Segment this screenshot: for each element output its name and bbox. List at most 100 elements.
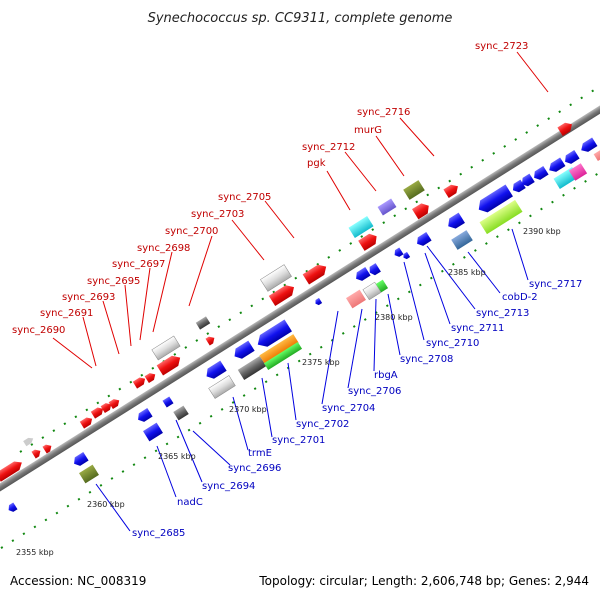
forward-labels: sync_2690 sync_2691 sync_2693 sync_2695 …: [12, 41, 549, 369]
accession-text: Accession: NC_008319: [10, 574, 146, 588]
gene-label: sync_2711: [451, 323, 504, 334]
gene-label: cobD-2: [502, 292, 538, 303]
gene-label: sync_2691: [40, 308, 93, 319]
gene-forward[interactable]: [42, 442, 53, 454]
gene-label: sync_2694: [202, 481, 255, 492]
gene-reverse[interactable]: [263, 341, 303, 371]
gene-forward[interactable]: [205, 334, 216, 346]
gene-forward[interactable]: [302, 262, 330, 285]
kbp-tick-label: 2380 kbp: [375, 313, 413, 322]
gene-label: trmE: [248, 448, 272, 459]
gene-label: nadC: [177, 497, 203, 508]
gene-label: rbgA: [374, 370, 398, 381]
kbp-tick-label: 2375 kbp: [302, 358, 340, 367]
kbp-tick-label: 2355 kbp: [16, 548, 54, 557]
gene-reverse[interactable]: [314, 297, 323, 306]
gene-forward[interactable]: [412, 201, 432, 220]
gene-forward[interactable]: [156, 353, 184, 376]
gene-reverse[interactable]: [208, 375, 236, 399]
kbp-tick-label: 2365 kbp: [158, 452, 196, 461]
gene-reverse[interactable]: [445, 212, 465, 232]
gene-reverse[interactable]: [353, 267, 371, 283]
gene-forward[interactable]: [151, 335, 181, 361]
gene-reverse[interactable]: [479, 199, 523, 235]
gene-label: sync_2712: [302, 142, 355, 153]
gene-forward[interactable]: [31, 447, 42, 459]
gene-reverse[interactable]: [402, 251, 411, 260]
gene-forward[interactable]: [108, 397, 122, 410]
gene-label: sync_2705: [218, 192, 271, 203]
gene-label: sync_2703: [191, 209, 244, 220]
map-title: Synechococcus sp. CC9311, complete genom…: [148, 11, 453, 26]
gene-reverse[interactable]: [547, 157, 566, 175]
gene-label: sync_2708: [400, 354, 453, 365]
gene-reverse[interactable]: [414, 232, 432, 248]
gene-label: sync_2695: [87, 276, 140, 287]
gene-label: sync_2701: [272, 435, 325, 446]
gene-label: sync_2713: [476, 308, 529, 319]
gene-forward[interactable]: [358, 231, 380, 251]
gene-reverse[interactable]: [510, 179, 526, 195]
gene-reverse[interactable]: [346, 289, 366, 309]
gene-forward[interactable]: [557, 120, 574, 136]
gene-reverse[interactable]: [362, 281, 382, 301]
gene-reverse[interactable]: [579, 137, 598, 155]
gene-reverse[interactable]: [519, 173, 535, 189]
gene-reverse[interactable]: [135, 408, 153, 424]
gene-reverse[interactable]: [6, 502, 18, 513]
kbp-labels: 2355 kbp 2360 kbp 2365 kbp 2370 kbp 2375…: [16, 227, 561, 557]
gene-label: sync_2706: [348, 386, 401, 397]
gene-reverse[interactable]: [568, 163, 588, 181]
gene-forward[interactable]: [593, 148, 600, 162]
gene-label: sync_2696: [228, 463, 281, 474]
gene-forward[interactable]: [377, 198, 397, 216]
kbp-tick-label: 2385 kbp: [448, 268, 486, 277]
outer-tick-row: [19, 85, 600, 453]
gene-forward[interactable]: [144, 371, 158, 384]
gene-reverse[interactable]: [231, 340, 255, 362]
gene-forward[interactable]: [100, 401, 114, 414]
gene-reverse[interactable]: [173, 405, 189, 421]
gene-reverse[interactable]: [562, 150, 580, 166]
gene-reverse[interactable]: [392, 247, 404, 258]
gene-forward[interactable]: [195, 316, 211, 330]
kbp-tick-label: 2390 kbp: [523, 227, 561, 236]
gene-label: sync_2717: [529, 279, 582, 290]
gene-reverse[interactable]: [259, 334, 299, 364]
gene-forward[interactable]: [132, 375, 147, 389]
reverse-labels: sync_2685 nadC sync_2694 sync_2696 trmE …: [95, 228, 582, 539]
gene-forward[interactable]: [348, 216, 374, 238]
kbp-tick-label: 2360 kbp: [87, 500, 125, 509]
gene-reverse[interactable]: [203, 360, 227, 382]
gene-forward[interactable]: [260, 264, 292, 292]
gene-label: sync_2716: [357, 107, 410, 118]
gene-reverse[interactable]: [475, 184, 513, 215]
gene-forward[interactable]: [79, 415, 94, 429]
kbp-tick-label: 2370 kbp: [229, 405, 267, 414]
reverse-strand-genes: [6, 137, 598, 513]
genome-summary-text: Topology: circular; Length: 2,606,748 bp…: [258, 574, 589, 588]
gene-reverse[interactable]: [531, 166, 549, 182]
gene-forward[interactable]: [0, 458, 25, 482]
genome-backbone: [0, 84, 600, 496]
gene-reverse[interactable]: [237, 355, 267, 381]
gene-label: sync_2690: [12, 325, 65, 336]
gene-reverse[interactable]: [162, 396, 174, 408]
gene-label: sync_2700: [165, 226, 218, 237]
gene-forward[interactable]: [90, 405, 105, 419]
gene-forward[interactable]: [268, 282, 297, 307]
gene-label: pgk: [307, 158, 326, 169]
gene-reverse[interactable]: [451, 230, 473, 250]
gene-reverse[interactable]: [254, 319, 292, 350]
gene-reverse[interactable]: [143, 422, 163, 442]
gene-label: sync_2693: [62, 292, 115, 303]
gene-reverse[interactable]: [71, 452, 89, 468]
gene-reverse[interactable]: [375, 279, 389, 293]
gene-forward[interactable]: [23, 436, 35, 447]
gene-forward[interactable]: [403, 180, 425, 200]
gene-reverse[interactable]: [79, 464, 99, 484]
gene-label: murG: [354, 125, 382, 136]
gene-reverse[interactable]: [367, 263, 381, 277]
gene-forward[interactable]: [443, 182, 460, 198]
